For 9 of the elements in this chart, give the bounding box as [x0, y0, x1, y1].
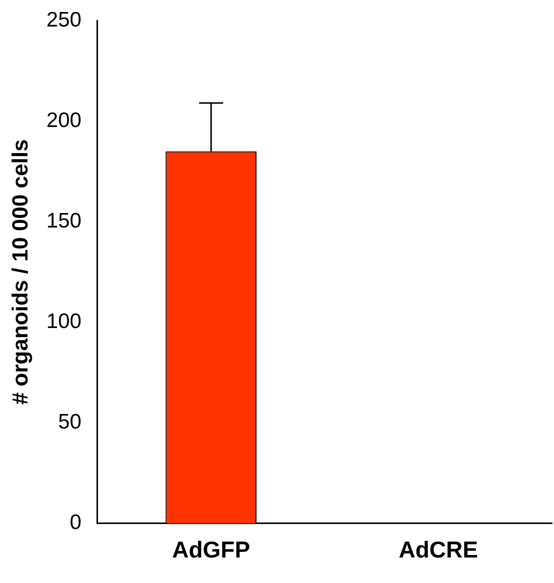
y-tick-label: 150 [46, 210, 82, 233]
x-tick-label: AdCRE [398, 536, 478, 563]
y-tick-label: 0 [70, 511, 82, 534]
y-tick-label: 200 [46, 108, 82, 132]
y-tick-label: 100 [46, 310, 82, 334]
y-axis-title: # organoids / 10 000 cells [7, 139, 32, 405]
y-tick-label: 250 [46, 8, 82, 32]
y-tick-label: 50 [58, 410, 82, 434]
x-tick-label: AdGFP [172, 536, 250, 563]
